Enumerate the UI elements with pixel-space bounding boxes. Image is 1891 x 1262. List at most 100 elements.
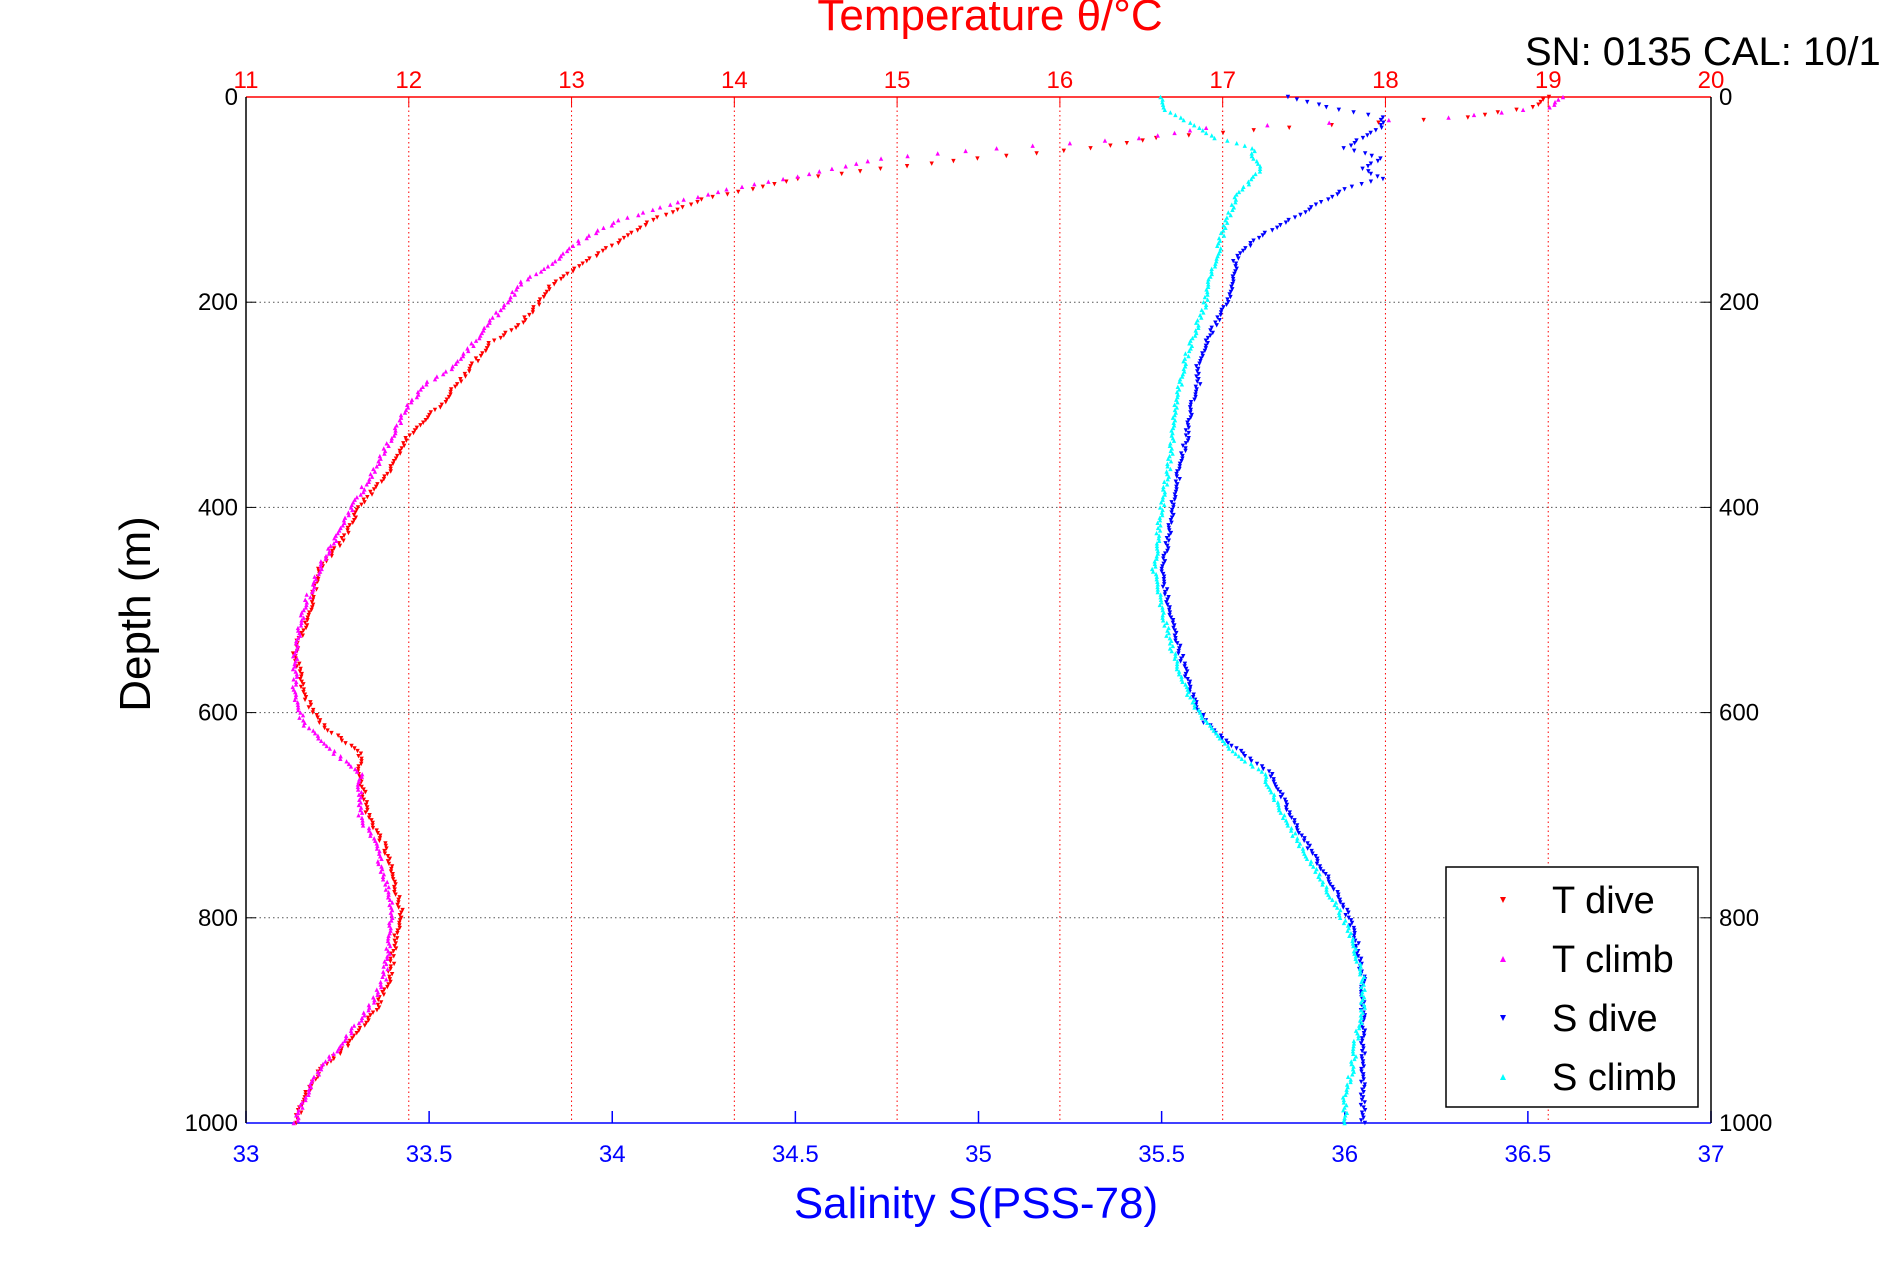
marker-s-climb	[1206, 282, 1211, 287]
marker-t-dive	[385, 859, 391, 864]
marker-s-dive	[1280, 792, 1285, 797]
marker-s-climb	[1171, 438, 1177, 443]
marker-s-climb	[1199, 307, 1204, 313]
marker-s-climb	[1169, 648, 1174, 654]
marker-s-dive	[1166, 525, 1172, 531]
marker-s-dive	[1320, 869, 1326, 874]
marker-t-climb	[358, 492, 363, 497]
marker-s-dive	[1355, 954, 1361, 959]
marker-t-climb	[393, 428, 398, 433]
marker-s-climb	[1344, 1082, 1350, 1087]
marker-t-dive	[359, 756, 364, 761]
marker-s-dive	[1167, 528, 1172, 533]
marker-t-dive	[403, 435, 408, 441]
marker-t-climb	[358, 800, 363, 805]
marker-t-climb	[356, 813, 361, 818]
marker-s-dive	[1249, 759, 1254, 764]
marker-t-climb	[380, 874, 386, 879]
marker-t-dive	[594, 253, 599, 259]
marker-t-dive	[1186, 133, 1192, 138]
marker-t-dive	[356, 754, 361, 759]
marker-s-dive	[1227, 292, 1232, 297]
marker-s-climb	[1324, 884, 1329, 890]
marker-t-climb	[806, 171, 812, 177]
marker-s-climb	[1357, 1023, 1362, 1028]
marker-s-climb	[1157, 528, 1163, 533]
marker-t-dive	[603, 246, 609, 251]
marker-s-climb	[1226, 746, 1232, 751]
marker-t-dive	[382, 474, 387, 479]
marker-t-climb	[377, 848, 382, 854]
marker-s-dive	[1362, 1082, 1368, 1087]
marker-s-dive	[1343, 913, 1348, 918]
marker-t-dive	[395, 928, 400, 933]
marker-s-dive	[1318, 199, 1324, 205]
marker-t-climb	[387, 951, 392, 956]
marker-t-dive	[300, 633, 306, 638]
marker-s-dive	[1187, 682, 1192, 687]
y-tick-label-right: 800	[1719, 905, 1759, 932]
marker-s-dive	[1359, 1054, 1364, 1059]
temperature-tick-label: 16	[1047, 67, 1074, 94]
marker-t-dive	[444, 397, 450, 402]
marker-t-climb	[356, 792, 362, 797]
marker-t-dive	[454, 382, 460, 387]
marker-s-climb	[1344, 1110, 1350, 1115]
marker-s-dive	[1341, 905, 1346, 910]
marker-t-dive	[458, 376, 463, 382]
marker-s-dive	[1160, 584, 1166, 590]
salinity-tick-label: 34.5	[772, 1141, 819, 1168]
marker-t-climb	[386, 884, 391, 890]
marker-t-dive	[393, 892, 398, 897]
tick-labels: 0 0 200 200 400 400 600 600 800 800 1000 1000 11 12 13…	[185, 67, 1773, 1168]
marker-s-dive	[1179, 459, 1184, 464]
marker-s-dive	[1299, 833, 1304, 838]
marker-t-climb	[375, 843, 380, 849]
marker-s-dive	[1348, 918, 1354, 923]
marker-t-climb	[306, 1090, 312, 1095]
marker-s-dive	[1238, 251, 1243, 256]
marker-s-dive	[1362, 1100, 1367, 1105]
marker-s-climb	[1160, 102, 1166, 107]
marker-s-dive	[1160, 571, 1166, 577]
marker-s-dive	[1161, 574, 1167, 579]
marker-s-climb	[1162, 107, 1167, 113]
marker-s-climb	[1215, 733, 1221, 738]
marker-t-climb	[355, 782, 361, 787]
marker-s-climb	[1209, 725, 1215, 731]
marker-t-climb	[362, 1013, 367, 1018]
marker-s-dive	[1361, 1064, 1367, 1069]
marker-s-dive	[1292, 820, 1297, 826]
marker-t-climb	[387, 920, 392, 926]
marker-t-climb	[348, 1028, 354, 1033]
marker-t-climb	[316, 736, 321, 741]
marker-t-dive	[486, 343, 491, 349]
marker-s-dive	[1360, 1025, 1365, 1031]
marker-t-climb	[360, 820, 365, 826]
marker-t-dive	[396, 897, 401, 903]
marker-t-climb	[383, 882, 388, 887]
marker-t-climb	[389, 438, 394, 443]
marker-t-dive	[522, 315, 527, 320]
marker-s-dive	[1162, 589, 1168, 595]
marker-t-climb	[558, 253, 564, 259]
marker-t-dive	[558, 276, 564, 282]
marker-s-climb	[1160, 618, 1166, 623]
marker-t-climb	[300, 1105, 305, 1110]
marker-t-climb	[301, 607, 306, 613]
marker-s-dive	[1168, 530, 1174, 536]
marker-s-dive	[1369, 153, 1374, 159]
marker-t-climb	[298, 623, 304, 628]
temperature-tick-label: 15	[884, 67, 911, 94]
marker-s-dive	[1358, 1092, 1364, 1097]
marker-s-dive	[1378, 156, 1383, 161]
marker-t-climb	[534, 271, 539, 277]
marker-s-dive	[1294, 823, 1300, 828]
marker-t-dive	[1251, 128, 1256, 133]
marker-t-dive	[392, 933, 397, 938]
marker-t-climb	[346, 761, 352, 767]
marker-t-dive	[392, 889, 397, 895]
marker-s-climb	[1202, 294, 1208, 300]
marker-s-climb	[1199, 715, 1205, 720]
marker-s-dive	[1229, 284, 1234, 290]
